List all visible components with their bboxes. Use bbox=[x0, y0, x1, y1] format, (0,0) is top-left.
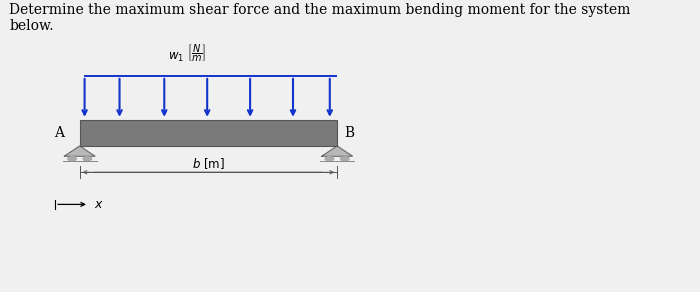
Text: $x$: $x$ bbox=[94, 198, 104, 211]
Text: Determine the maximum shear force and the maximum bending moment for the system
: Determine the maximum shear force and th… bbox=[9, 3, 631, 33]
Circle shape bbox=[83, 157, 92, 161]
Text: B: B bbox=[344, 126, 355, 140]
Bar bbox=[80, 120, 337, 146]
Text: A: A bbox=[55, 126, 64, 140]
Polygon shape bbox=[322, 146, 353, 156]
Circle shape bbox=[326, 157, 334, 161]
Text: $b$ $\left[\mathrm{m}\right]$: $b$ $\left[\mathrm{m}\right]$ bbox=[192, 156, 225, 171]
Text: $\left[\dfrac{N}{m}\right]$: $\left[\dfrac{N}{m}\right]$ bbox=[187, 43, 206, 64]
Circle shape bbox=[68, 157, 76, 161]
Circle shape bbox=[340, 157, 349, 161]
Polygon shape bbox=[64, 146, 95, 156]
Text: $w_1$: $w_1$ bbox=[168, 51, 184, 64]
